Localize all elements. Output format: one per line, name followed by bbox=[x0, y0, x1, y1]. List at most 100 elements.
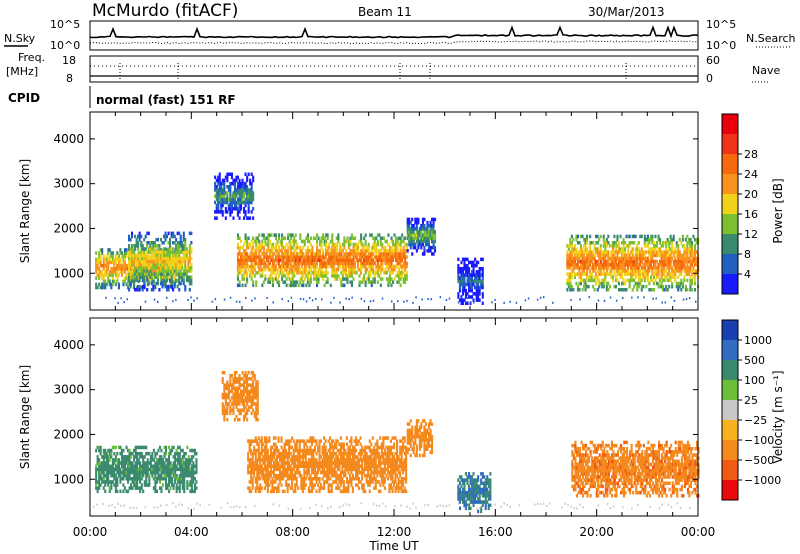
heatmap-cell bbox=[472, 270, 475, 274]
heatmap-cell bbox=[262, 233, 265, 237]
heatmap-cell bbox=[173, 259, 176, 264]
heatmap-cell bbox=[255, 283, 258, 288]
heatmap-cell bbox=[165, 483, 168, 487]
heatmap-cell bbox=[376, 239, 379, 244]
heatmap-cell bbox=[164, 237, 167, 242]
heatmap-cell bbox=[169, 284, 172, 289]
heatmap-cell bbox=[99, 260, 102, 265]
heatmap-cell bbox=[137, 251, 140, 255]
heatmap-cell bbox=[607, 281, 610, 286]
heatmap-cell bbox=[214, 185, 217, 189]
heatmap-cell bbox=[163, 455, 166, 459]
heatmap-cell bbox=[471, 279, 474, 283]
heatmap-cell bbox=[247, 405, 250, 409]
heatmap-cell bbox=[293, 255, 296, 259]
heatmap-cell bbox=[176, 253, 179, 258]
heatmap-cell bbox=[244, 181, 247, 186]
heatmap-cell bbox=[693, 247, 696, 251]
heatmap-cell bbox=[399, 245, 402, 250]
heatmap-cell bbox=[178, 266, 181, 270]
heatmap-cell bbox=[157, 267, 160, 271]
heatmap-cell bbox=[141, 247, 144, 251]
heatmap-cell bbox=[172, 269, 175, 273]
heatmap-cell bbox=[369, 274, 372, 278]
heatmap-cell bbox=[140, 477, 143, 481]
heatmap-cell bbox=[259, 489, 262, 494]
heatmap-cell bbox=[156, 272, 159, 276]
heatmap-cell bbox=[240, 185, 243, 189]
heatmap-cell bbox=[423, 217, 426, 222]
heatmap-cell bbox=[142, 445, 145, 450]
heatmap-cell bbox=[111, 251, 114, 255]
heatmap-cell bbox=[643, 266, 646, 270]
heatmap-cell bbox=[314, 236, 317, 240]
heatmap-cell bbox=[592, 250, 595, 254]
heatmap-cell bbox=[628, 241, 631, 245]
heatmap-cell bbox=[347, 271, 350, 275]
heatmap-cell bbox=[133, 464, 136, 468]
heatmap-cell bbox=[677, 281, 680, 286]
heatmap-cell bbox=[306, 249, 309, 253]
heatmap-cell bbox=[255, 405, 258, 409]
heatmap-cell bbox=[367, 249, 370, 253]
heatmap-cell bbox=[120, 263, 123, 268]
heatmap-cell bbox=[578, 269, 581, 273]
heatmap-cell bbox=[251, 458, 254, 462]
heatmap-cell bbox=[233, 417, 236, 422]
heatmap-cell bbox=[184, 461, 187, 465]
heatmap-cell bbox=[188, 288, 191, 292]
heatmap-cell bbox=[573, 259, 576, 264]
heatmap-cell bbox=[627, 259, 630, 264]
heatmap-cell bbox=[249, 395, 252, 400]
heatmap-cell bbox=[104, 263, 107, 268]
heatmap-cell bbox=[297, 283, 300, 288]
heatmap-cell bbox=[296, 264, 299, 269]
heatmap-cell bbox=[334, 277, 337, 281]
heatmap-cell bbox=[265, 455, 268, 459]
heatmap-cell bbox=[108, 455, 111, 459]
heatmap-cell bbox=[674, 272, 677, 276]
heatmap-cell bbox=[260, 467, 263, 472]
heatmap-cell bbox=[139, 251, 142, 255]
heatmap-cell bbox=[230, 374, 233, 378]
heatmap-cell bbox=[472, 279, 475, 283]
heatmap-cell bbox=[165, 467, 168, 472]
heatmap-cell bbox=[241, 264, 244, 269]
heatmap-cell bbox=[680, 281, 683, 286]
velocity-heatmap bbox=[93, 370, 700, 514]
heatmap-cell bbox=[163, 275, 166, 279]
heatmap-cell bbox=[119, 267, 122, 271]
heatmap-cell bbox=[674, 263, 677, 267]
heatmap-cell bbox=[431, 252, 434, 256]
heatmap-cell bbox=[246, 188, 249, 192]
heatmap-cell bbox=[402, 252, 405, 256]
heatmap-cell bbox=[429, 224, 432, 228]
heatmap-cell bbox=[175, 486, 178, 490]
heatmap-cell bbox=[253, 252, 256, 256]
heatmap-cell bbox=[690, 272, 693, 276]
heatmap-cell bbox=[113, 279, 116, 283]
heatmap-cell bbox=[178, 281, 181, 286]
heatmap-cell bbox=[257, 448, 260, 453]
heatmap-cell bbox=[581, 263, 584, 267]
heatmap-cell bbox=[95, 480, 98, 484]
heatmap-cell bbox=[229, 207, 232, 211]
heatmap-cell bbox=[230, 408, 233, 412]
heatmap-cell bbox=[254, 455, 257, 459]
heatmap-cell bbox=[575, 281, 578, 286]
heatmap-cell bbox=[172, 445, 175, 450]
heatmap-cell bbox=[240, 194, 243, 198]
heatmap-cell bbox=[276, 280, 279, 284]
heatmap-cell bbox=[214, 210, 217, 214]
heatmap-cell bbox=[246, 258, 249, 262]
noise-search-line bbox=[89, 40, 699, 45]
heatmap-cell bbox=[666, 278, 669, 283]
heatmap-cell bbox=[128, 256, 131, 261]
heatmap-cell bbox=[188, 253, 191, 258]
heatmap-cell bbox=[114, 282, 117, 287]
heatmap-cell bbox=[235, 389, 238, 394]
heatmap-cell bbox=[671, 250, 674, 254]
heatmap-cell bbox=[264, 277, 267, 281]
heatmap-cell bbox=[187, 266, 190, 270]
heatmap-cell bbox=[174, 451, 177, 456]
